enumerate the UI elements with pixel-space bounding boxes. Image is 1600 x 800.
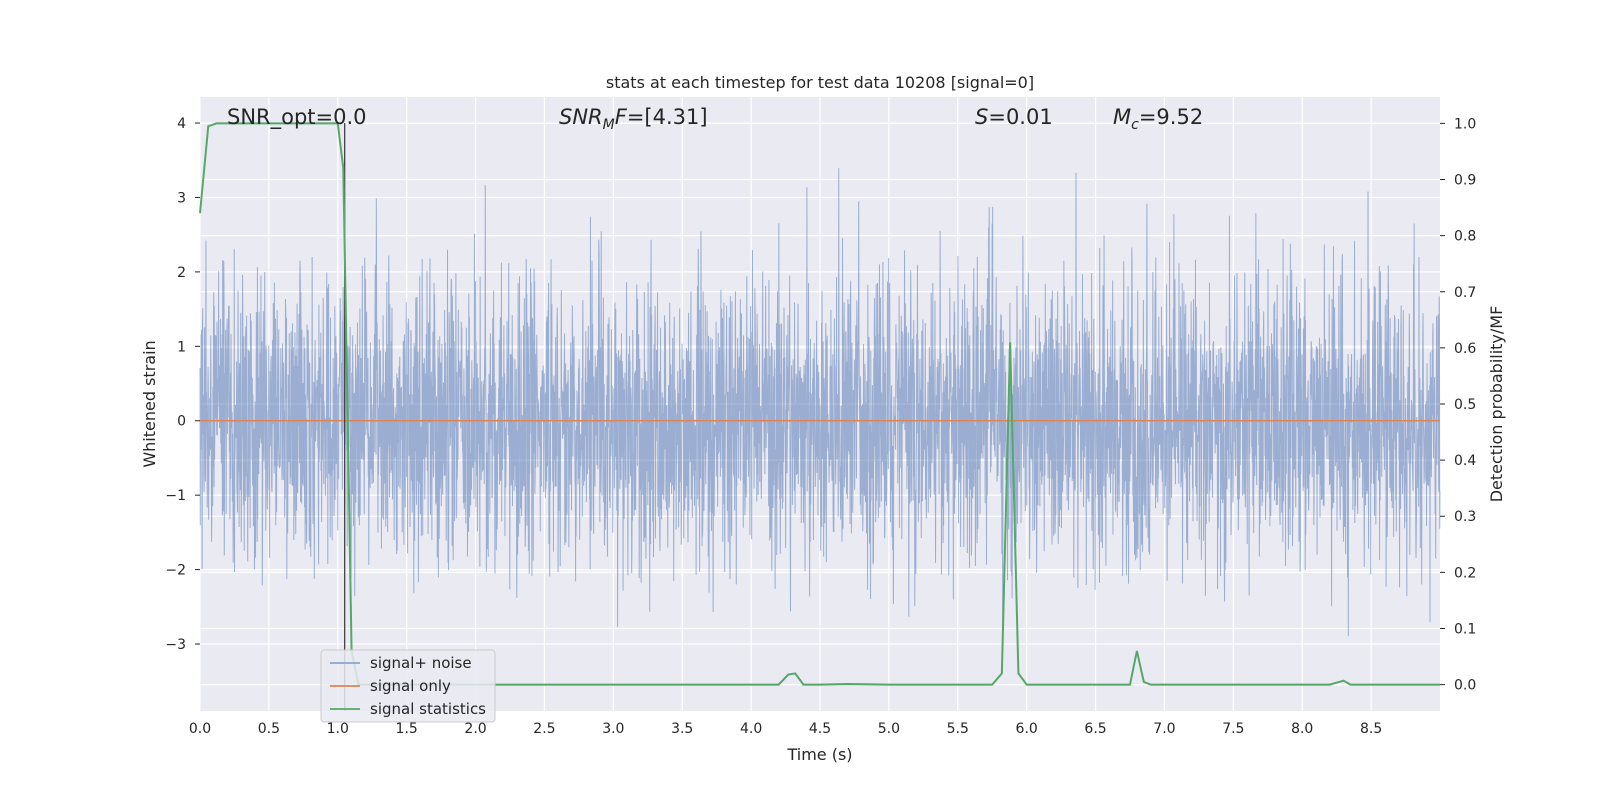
- x-tick-label: 5.5: [947, 721, 969, 737]
- annotation-snr-mf-tail: F: [615, 105, 628, 129]
- legend-box: [320, 649, 496, 723]
- y2-tick-labels: 1.0 0.9 0.8 0.7 0.6 0.5 0.4 0.3 0.2 0.1 0.0: [1440, 116, 1476, 694]
- annotation-mc-value: =9.52: [1139, 105, 1203, 129]
- annotation-mc-sub: c: [1131, 117, 1139, 133]
- legend: signal+ noise signal only signal statist…: [320, 649, 496, 723]
- signal-statistics-line: [199, 122, 1440, 686]
- chart-title: stats at each timestep for test data 102…: [606, 73, 1034, 92]
- y-tick-label: −1: [165, 488, 186, 504]
- y2-tick-label: 0.4: [1454, 453, 1476, 469]
- annotation-snr-mf-sub: M: [603, 117, 615, 133]
- y2-tick-label: 0.6: [1454, 341, 1476, 357]
- x-tick-label: 6.0: [1016, 721, 1038, 737]
- y2-axis-label: Detection probability/MF: [1487, 306, 1506, 503]
- annotation-s-stat: S=0.01: [975, 105, 1053, 129]
- x-tick-label: 2.5: [533, 721, 555, 737]
- x-tick-label: 4.0: [740, 721, 762, 737]
- y2-tick-label: 0.2: [1454, 565, 1476, 581]
- annotation-snr-opt: SNR_opt=0.0: [227, 105, 367, 130]
- y-tick-label: 2: [177, 265, 186, 281]
- x-tick-label: 0.0: [189, 721, 211, 737]
- y2-tick-label: 0.5: [1454, 397, 1476, 413]
- y-tick-label: 1: [177, 339, 186, 355]
- x-tick-label: 0.5: [258, 721, 280, 737]
- annotation-mc-stat: Mc=9.52: [1113, 105, 1203, 133]
- y-tick-label: 0: [177, 414, 186, 430]
- annotation-snr-mf-value: =[4.31]: [627, 105, 708, 129]
- x-tick-label: 8.5: [1360, 721, 1382, 737]
- y-tick-label: −3: [165, 637, 186, 653]
- y2-tick-label: 0.0: [1454, 678, 1476, 694]
- x-tick-label: 3.0: [602, 721, 624, 737]
- grid: [199, 97, 1440, 711]
- y2-tick-label: 0.9: [1454, 173, 1476, 189]
- legend-label-signal-only: signal only: [370, 677, 451, 695]
- x-tick-label: 1.0: [327, 721, 349, 737]
- y-tick-label: −2: [165, 563, 186, 579]
- annotation-mc-base: M: [1113, 105, 1131, 129]
- x-tick-label: 7.0: [1153, 721, 1175, 737]
- legend-label-signal-noise: signal+ noise: [370, 654, 472, 672]
- y-tick-label: 3: [177, 190, 186, 206]
- annotation-snr-mf-base: SNR: [559, 105, 603, 129]
- x-tick-label: 1.5: [396, 721, 418, 737]
- x-tick-label: 6.5: [1084, 721, 1106, 737]
- y-tick-labels: 4 3 2 1 0 −1 −2 −3: [165, 116, 200, 653]
- annotation-s-base: S: [975, 105, 988, 129]
- y-axis-label: Whitened strain: [140, 340, 159, 467]
- annotation-s-value: =0.01: [988, 105, 1052, 129]
- y2-tick-label: 0.3: [1454, 509, 1476, 525]
- x-tick-label: 7.5: [1222, 721, 1244, 737]
- x-tick-label: 5.0: [878, 721, 900, 737]
- y-tick-label: 4: [177, 116, 186, 132]
- y2-tick-label: 0.8: [1454, 229, 1476, 245]
- y2-tick-label: 0.7: [1454, 285, 1476, 301]
- x-tick-label: 8.0: [1291, 721, 1313, 737]
- x-tick-label: 4.5: [809, 721, 831, 737]
- signal-noise-series: [199, 168, 1441, 636]
- y2-tick-label: 0.1: [1454, 621, 1476, 637]
- legend-label-signal-statistics: signal statistics: [370, 700, 486, 718]
- x-axis-label: Time (s): [786, 745, 852, 764]
- x-tick-label: 3.5: [671, 721, 693, 737]
- y2-tick-label: 1.0: [1454, 116, 1476, 132]
- signal-noise-path: [199, 168, 1441, 636]
- x-tick-label: 2.0: [464, 721, 486, 737]
- x-tick-labels: 0.0 0.5 1.0 1.5 2.0 2.5 3.0 3.5 4.0 4.5 5.0 5.5 6.0 6…: [189, 721, 1382, 737]
- annotation-snr-mf: SNRMF=[4.31]: [559, 105, 708, 133]
